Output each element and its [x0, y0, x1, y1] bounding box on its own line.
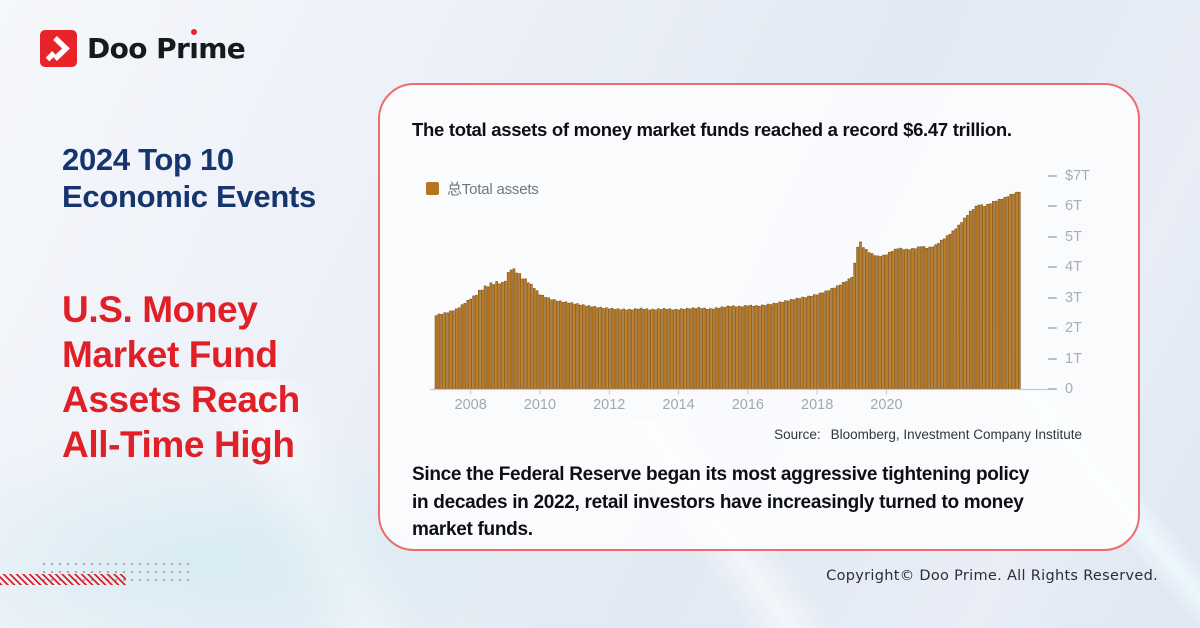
event-headline: U.S. Money Market Fund Assets Reach All-… — [62, 287, 300, 467]
headline-line: Assets Reach — [62, 379, 300, 420]
y-axis-tick-dash — [1048, 388, 1057, 390]
source-value: Bloomberg, Investment Company Institute — [830, 427, 1082, 442]
y-axis-label: $7T — [1065, 167, 1090, 184]
caption-line: market funds. — [412, 519, 533, 540]
x-axis-label: 2014 — [662, 397, 695, 413]
doo-prime-logo-text: Doo Pr ı me — [87, 29, 246, 65]
series-title-line2: Economic Events — [62, 179, 316, 214]
chart-bars-svg — [430, 191, 1054, 395]
total-assets-bar-chart: 2008 2010 2012 2014 2016 2018 2020 $7T 6T 5T 4T 3T 2… — [380, 85, 1142, 553]
headline-line: Market Fund — [62, 334, 278, 375]
headline-line: All-Time High — [62, 424, 295, 465]
chart-caption-top: The total assets of money market funds r… — [412, 119, 1012, 140]
chart-caption-bottom: Since the Federal Reserve began its most… — [412, 461, 1124, 544]
caption-line: Since the Federal Reserve began its most… — [412, 464, 1030, 485]
logo-i-dot — [190, 29, 197, 35]
source-attribution: Source: Bloomberg, Investment Company Ins… — [774, 427, 1082, 442]
x-axis-label: 2016 — [731, 397, 764, 413]
y-axis-tick-dash — [1048, 296, 1057, 299]
x-axis-label: 2018 — [801, 397, 834, 413]
y-axis-label: 3T — [1065, 289, 1082, 306]
y-axis-tick-dash — [1048, 357, 1057, 360]
doo-prime-logo-icon — [40, 30, 77, 67]
y-axis-tick-dash — [1048, 266, 1057, 268]
y-axis-tick: $7T — [1048, 167, 1090, 185]
y-axis-tick-dash — [1048, 205, 1057, 207]
y-axis-tick-dash — [1048, 174, 1057, 177]
y-axis-tick: 0 — [1048, 380, 1073, 398]
y-axis-tick-dash — [1048, 327, 1057, 329]
x-axis-label: 2012 — [593, 397, 626, 413]
y-axis-tick: 4T — [1048, 258, 1082, 276]
x-axis-label: 2020 — [870, 397, 903, 413]
headline-line: U.S. Money — [62, 289, 258, 330]
source-label: Source: — [774, 427, 821, 442]
copyright-text: Copyright© Doo Prime. All Rights Reserve… — [826, 568, 1158, 584]
caption-line: in decades in 2022, retail investors hav… — [412, 491, 1024, 513]
footer-stripe-pattern — [0, 574, 126, 585]
x-axis-label: 2010 — [523, 397, 557, 413]
chart-legend: 总Total assets — [426, 178, 539, 199]
y-axis-label: 4T — [1065, 259, 1082, 275]
legend-label: 总Total assets — [447, 181, 539, 198]
y-axis-tick: 1T — [1048, 350, 1082, 368]
y-axis-label: 6T — [1065, 198, 1082, 214]
y-axis-tick: 6T — [1048, 197, 1082, 215]
y-axis-label: 5T — [1065, 228, 1082, 245]
series-title-line1: 2024 Top 10 — [62, 142, 234, 177]
y-axis-tick-dash — [1048, 235, 1057, 238]
y-axis-tick: 3T — [1048, 289, 1082, 307]
y-axis-label: 1T — [1065, 350, 1082, 367]
y-axis-label: 0 — [1065, 381, 1074, 397]
y-axis-tick: 5T — [1048, 228, 1082, 246]
y-axis-tick: 2T — [1048, 319, 1082, 337]
legend-swatch — [426, 182, 439, 195]
x-axis-label: 2008 — [454, 397, 487, 413]
series-title: 2024 Top 10 Economic Events — [62, 141, 316, 215]
y-axis-label: 2T — [1065, 320, 1082, 336]
doo-prime-logo: Doo Pr ı me — [40, 29, 246, 67]
content-card: The total assets of money market funds r… — [378, 83, 1140, 551]
